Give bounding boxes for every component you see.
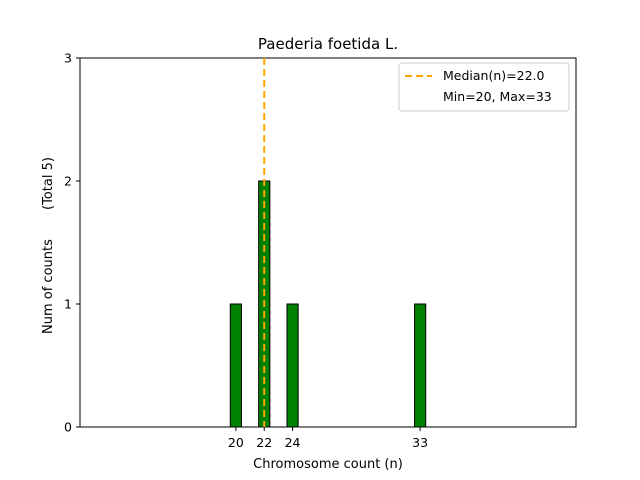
legend-median-label: Median(n)=22.0	[443, 68, 544, 83]
legend: Median(n)=22.0 Min=20, Max=33	[398, 62, 570, 112]
x-tick-label: 22	[256, 435, 272, 450]
x-tick-label: 24	[285, 435, 301, 450]
bar-20	[229, 303, 242, 428]
legend-minmax-label: Min=20, Max=33	[443, 89, 552, 104]
y-tick-label: 2	[64, 174, 72, 189]
x-tick-label: 33	[412, 435, 428, 450]
plot-area	[79, 57, 577, 428]
y-tick-label: 3	[64, 51, 72, 66]
y-tick-label: 1	[64, 297, 72, 312]
y-axis-label: Num of counts	[41, 239, 56, 334]
x-tick-label: 20	[228, 435, 244, 450]
x-axis-ticks: 20 22 24 33	[228, 427, 428, 450]
bar-33	[414, 303, 427, 428]
bar-24	[286, 303, 299, 428]
y-axis-ticks: 0 1 2 3	[64, 51, 80, 435]
y-tick-label: 0	[64, 420, 72, 435]
legend-frame	[398, 62, 570, 112]
x-axis-label: Chromosome count (n)	[253, 457, 403, 472]
chart-title: Paederia foetida L.	[258, 35, 398, 53]
y-axis-total-label: (Total 5)	[41, 157, 56, 210]
